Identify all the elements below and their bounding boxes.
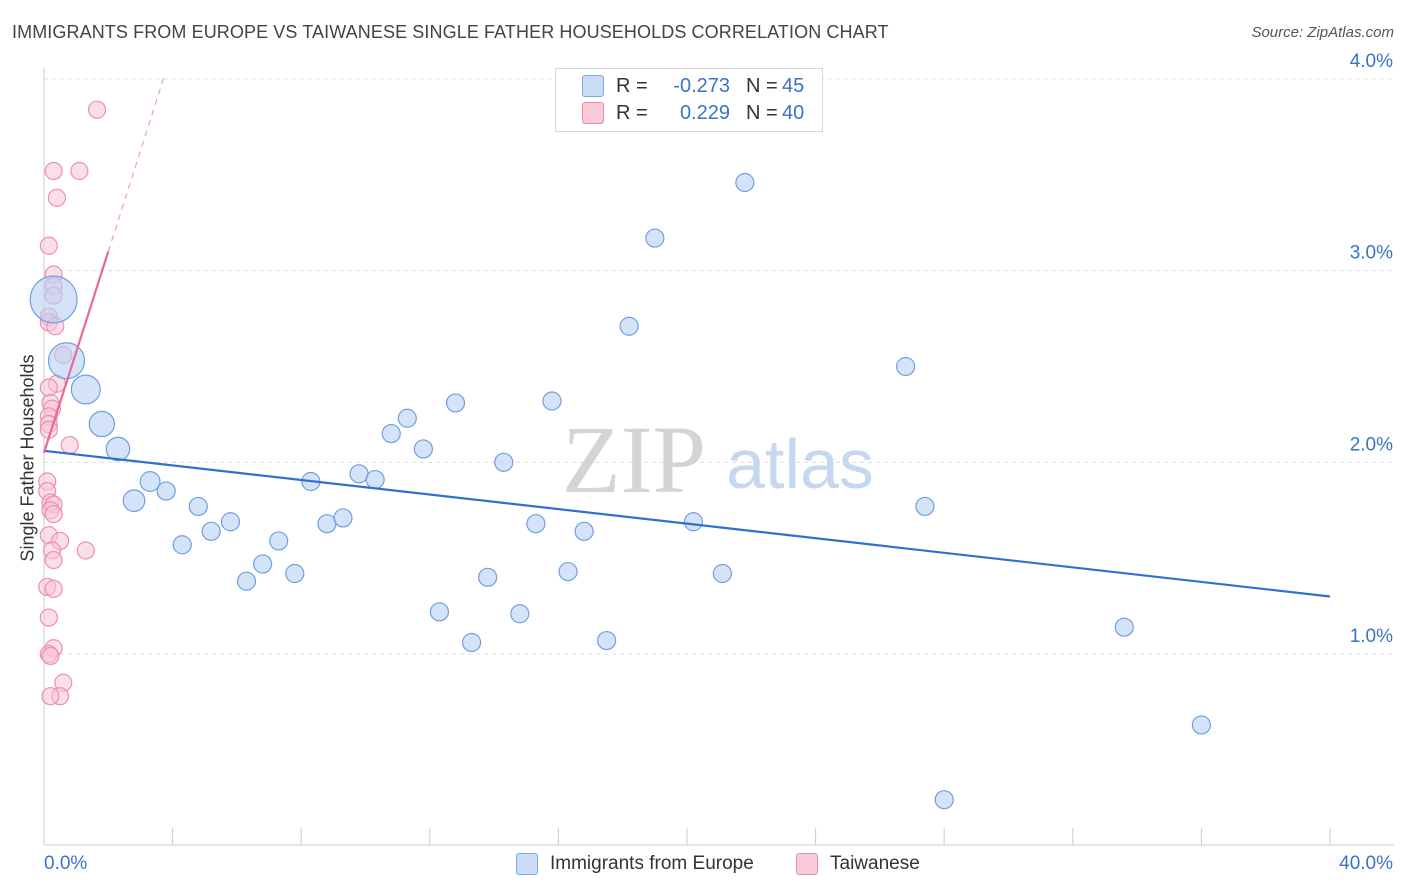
legend-n-value-europe: 45 [782, 74, 805, 97]
taiwanese-point [39, 608, 58, 627]
source-label: Source: ZipAtlas.com [1251, 24, 1394, 41]
europe-point [317, 514, 337, 534]
europe-point [445, 393, 466, 413]
y-tick-label: 3.0% [1350, 243, 1393, 264]
trend-layer [42, 74, 1331, 598]
bottom-legend-label-europe: Immigrants from Europe [550, 853, 754, 874]
bottom-legend-europe: Immigrants from Europe [516, 851, 754, 877]
europe-point [683, 512, 704, 532]
taiwanese-point [41, 646, 60, 666]
europe-point [478, 567, 498, 587]
europe-point [735, 172, 755, 193]
europe-trend-line [43, 449, 1331, 598]
europe-point [253, 554, 273, 574]
europe-point [1114, 617, 1134, 637]
taiwanese-point [44, 579, 63, 598]
europe-point [365, 469, 385, 490]
legend-n-value-taiwanese: 40 [782, 101, 805, 124]
europe-point [381, 423, 401, 444]
europe-point [220, 512, 241, 532]
europe-point [574, 521, 594, 541]
europe-point [1191, 715, 1212, 735]
x-tick-label-max: 40.0% [1339, 853, 1393, 874]
points-layer [29, 100, 1212, 810]
legend-row-taiwanese: R = 0.229 N = 40 [582, 100, 804, 126]
europe-point [526, 514, 546, 534]
legend-r-value-europe: -0.273 [673, 74, 730, 97]
taiwanese-point [76, 541, 95, 560]
europe-point [494, 452, 514, 472]
legend-r-label: R = [616, 101, 648, 124]
axes-layer [43, 68, 1394, 846]
europe-point [269, 531, 289, 551]
taiwanese-point [44, 504, 63, 524]
x-tick-label-min: 0.0% [44, 853, 87, 874]
legend-r-value-taiwanese: 0.229 [679, 101, 730, 124]
tick-label-layer: 1.0% 2.0% 3.0% 4.0% 0.0% 40.0% [44, 51, 1393, 874]
taiwanese-trend-line [42, 251, 110, 454]
bottom-legend-taiwanese: Taiwanese [796, 851, 920, 877]
europe-point [201, 521, 221, 541]
y-tick-label: 1.0% [1350, 626, 1393, 647]
europe-point [47, 342, 86, 380]
europe-point [88, 410, 116, 438]
europe-point [122, 489, 146, 513]
taiwanese-point [44, 550, 63, 570]
taiwanese-point [70, 161, 89, 181]
europe-point [105, 436, 131, 462]
bottom-legend-label-taiwanese: Taiwanese [830, 853, 920, 874]
taiwanese-point [39, 236, 58, 255]
taiwanese-trend-extension [107, 74, 166, 252]
europe-point [236, 571, 257, 591]
europe-point [934, 790, 954, 810]
y-tick-label: 2.0% [1350, 434, 1393, 455]
europe-point [413, 439, 433, 459]
bottom-legend-swatch-europe [516, 853, 538, 875]
europe-point [645, 228, 665, 248]
taiwanese-point [39, 378, 58, 397]
europe-point [70, 374, 101, 405]
europe-point [542, 391, 562, 411]
europe-point [349, 464, 369, 484]
europe-point [188, 496, 208, 517]
taiwanese-point [60, 435, 79, 455]
taiwanese-point [87, 100, 107, 119]
taiwanese-point [44, 161, 63, 181]
europe-point [597, 630, 617, 651]
legend-row-europe: R = -0.273 N = 45 [582, 73, 804, 99]
europe-point [285, 563, 305, 584]
taiwanese-point [47, 188, 66, 207]
europe-point [397, 408, 417, 428]
watermark-zip: ZIP [562, 406, 706, 513]
europe-point [619, 316, 639, 336]
europe-point [429, 602, 450, 622]
chart-title: IMMIGRANTS FROM EUROPE VS TAIWANESE SING… [12, 22, 889, 42]
europe-point [333, 508, 353, 528]
watermark-atlas: atlas [726, 425, 874, 503]
y-axis-label: Single Father Households [17, 354, 38, 562]
europe-point [172, 535, 192, 555]
europe-point [461, 632, 482, 653]
stats-legend: R = -0.273 N = 45 R = 0.229 N = 40 [555, 68, 823, 132]
europe-point [156, 481, 176, 501]
watermark: ZIP atlas [562, 406, 874, 513]
europe-point [915, 496, 935, 517]
europe-point [29, 275, 78, 324]
bottom-legend-swatch-taiwanese [796, 853, 818, 875]
europe-point [510, 604, 530, 624]
legend-r-label: R = [616, 74, 648, 97]
taiwanese-point [41, 687, 60, 706]
europe-point [558, 561, 578, 582]
europe-point [139, 471, 161, 493]
europe-point [712, 563, 732, 584]
legend-n-label: N = [746, 74, 778, 97]
legend-swatch-europe [582, 75, 604, 97]
legend-swatch-taiwanese [582, 102, 604, 124]
europe-point [896, 356, 916, 377]
legend-n-label: N = [746, 101, 778, 124]
y-tick-label: 4.0% [1350, 51, 1393, 72]
